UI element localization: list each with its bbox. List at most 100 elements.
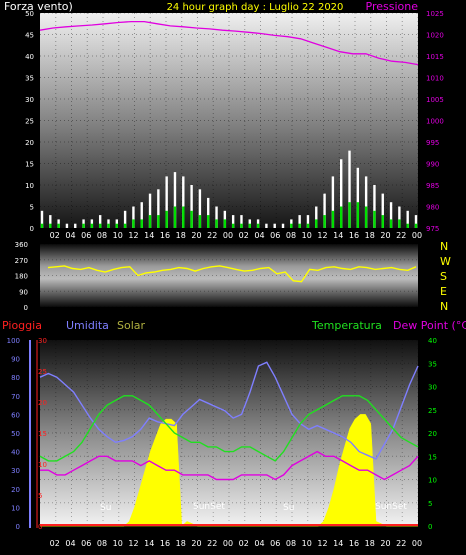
direction-label: E	[440, 285, 447, 298]
temperature-tick-label: 40	[428, 337, 437, 345]
x-tick-label: 14	[144, 539, 154, 548]
humidity-tick-label: 90	[11, 356, 20, 364]
pressure-tick-label: 975	[426, 225, 439, 233]
wind-tick-label: 35	[25, 75, 34, 83]
rain-tick-label: 5	[38, 492, 42, 500]
pressure-tick-label: 985	[426, 182, 439, 190]
x-tick-label: 04	[254, 231, 264, 240]
x-tick-label: 20	[380, 231, 390, 240]
x-tick-label: 14	[144, 231, 154, 240]
x-tick-label: 16	[160, 539, 170, 548]
x-tick-label: 18	[365, 231, 375, 240]
direction-label: N	[440, 240, 448, 253]
x-tick-label: 02	[239, 231, 249, 240]
temperature-tick-label: 10	[428, 477, 437, 485]
x-tick-label: 18	[365, 539, 375, 548]
x-tick-label: 10	[302, 539, 312, 548]
wind-tick-label: 0	[30, 225, 34, 233]
rain-tick-label: 15	[38, 430, 47, 438]
rain-header: Pioggia	[2, 319, 42, 332]
x-tick-label: 00	[412, 539, 422, 548]
x-tick-label: 04	[65, 539, 75, 548]
panel1-x-ticks: 02 04 06 08 10 12 14 16 18 20 22 00 02 04 06 08 10 12 14 16…	[50, 231, 422, 240]
temperature-tick-label: 5	[428, 500, 432, 508]
temperature-tick-label: 25	[428, 407, 437, 415]
humidity-line	[39, 361, 419, 460]
x-tick-label: 20	[191, 539, 201, 548]
sunrise-label-2: Su	[283, 503, 294, 513]
x-tick-label: 18	[176, 231, 186, 240]
header-right-label: Pressione	[366, 0, 419, 13]
rain-tick-label: 25	[38, 368, 47, 376]
pressure-tick-label: 1005	[426, 96, 444, 104]
direction-tick-label: 90	[19, 288, 28, 296]
x-tick-label: 22	[207, 231, 217, 240]
humidity-tick-label: 60	[11, 411, 20, 419]
x-tick-label: 06	[270, 231, 280, 240]
wind-axis-ticks: 0 5 10 15 20 25 30 35 40 45 50	[25, 10, 34, 233]
x-tick-label: 12	[317, 539, 327, 548]
humidity-tick-label: 80	[11, 374, 20, 382]
x-tick-label: 12	[128, 539, 138, 548]
wind-tick-label: 45	[25, 32, 34, 40]
sunset-label-1: SunSet	[193, 502, 225, 512]
humidity-tick-label: 70	[11, 393, 20, 401]
x-tick-label: 08	[97, 231, 107, 240]
panel3-x-ticks: 02 04 06 08 10 12 14 16 18 20 22 00 02 04 06 08 10 12 14 16…	[50, 539, 422, 548]
x-tick-label: 08	[97, 539, 107, 548]
pressure-axis-ticks: 975 980 985 990 995 1000 1005 1010 1015 1020 1025	[426, 10, 444, 233]
x-tick-label: 00	[223, 539, 233, 548]
x-tick-label: 18	[176, 539, 186, 548]
x-tick-label: 00	[223, 231, 233, 240]
temperature-axis-ticks: 0 5 10 15 20 25 30 35 40	[428, 337, 437, 531]
temperature-header: Temperatura	[311, 319, 382, 332]
x-tick-label: 16	[349, 231, 359, 240]
sunrise-label-1: Su	[100, 503, 111, 513]
sunset-label-2: SunSet	[375, 502, 407, 512]
pressure-tick-label: 990	[426, 161, 439, 169]
panel1-background	[40, 13, 418, 228]
humidity-tick-label: 50	[11, 430, 20, 438]
pressure-tick-label: 1025	[426, 10, 444, 18]
x-tick-label: 02	[50, 539, 60, 548]
x-tick-label: 06	[81, 231, 91, 240]
x-tick-label: 16	[349, 539, 359, 548]
direction-tick-label: 0	[24, 304, 28, 312]
wind-tick-label: 25	[25, 118, 34, 126]
x-tick-label: 14	[333, 539, 343, 548]
pressure-tick-label: 1010	[426, 75, 444, 83]
humidity-axis-bar	[29, 340, 31, 528]
humidity-tick-label: 10	[11, 504, 20, 512]
rain-tick-label: 10	[38, 461, 47, 469]
x-tick-label: 20	[380, 539, 390, 548]
x-tick-label: 22	[396, 231, 406, 240]
x-tick-label: 10	[113, 231, 123, 240]
temperature-line	[39, 395, 419, 462]
x-tick-label: 22	[207, 539, 217, 548]
x-tick-label: 02	[50, 231, 60, 240]
humidity-axis-ticks: 0 10 20 30 40 50 60 70 80 90 100	[7, 337, 20, 531]
x-tick-label: 08	[286, 539, 296, 548]
temperature-tick-label: 35	[428, 360, 437, 368]
direction-tick-label: 360	[15, 241, 28, 249]
humidity-tick-label: 100	[7, 337, 20, 345]
climate-panel: Su SunSet Su SunSet 01020304050607080901…	[7, 337, 437, 548]
pressure-tick-label: 1000	[426, 118, 444, 126]
x-tick-label: 08	[286, 231, 296, 240]
rain-axis-ticks: 0 5 10 15 20 25 30	[38, 337, 47, 531]
x-tick-label: 00	[412, 231, 422, 240]
pressure-tick-label: 995	[426, 139, 439, 147]
direction-tick-label: 270	[15, 257, 28, 265]
wind-tick-label: 10	[25, 182, 34, 190]
humidity-header: Umidita	[66, 319, 109, 332]
rain-tick-label: 30	[38, 337, 47, 345]
temperature-tick-label: 30	[428, 384, 437, 392]
x-tick-label: 12	[128, 231, 138, 240]
header-left-label: Forza vento)	[4, 0, 73, 13]
dewpoint-line	[40, 450, 419, 481]
pressure-tick-label: 1015	[426, 53, 444, 61]
